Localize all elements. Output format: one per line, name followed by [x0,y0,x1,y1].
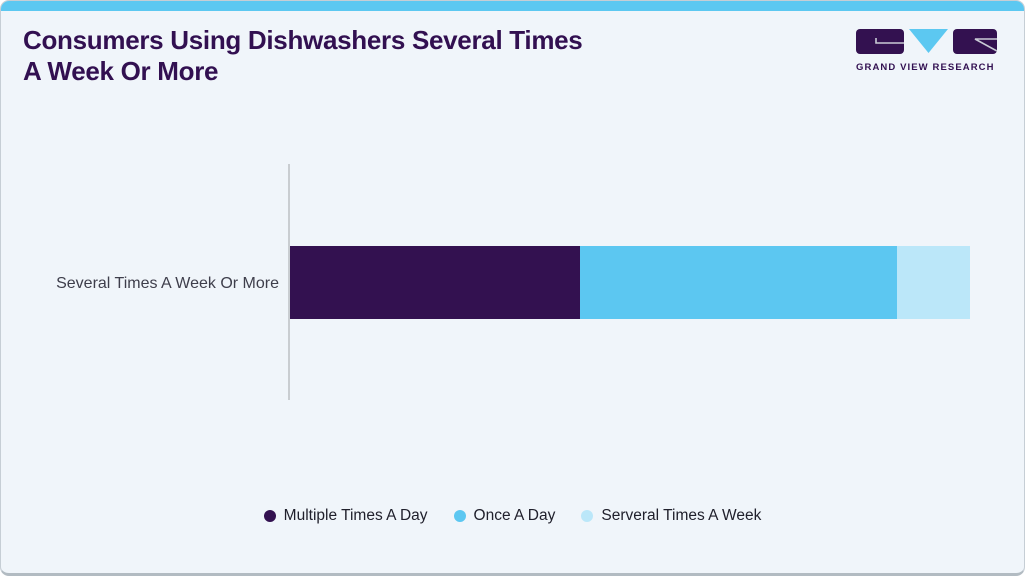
legend-dot-icon [581,510,594,522]
grand-view-research-logo: GRAND VIEW RESEARCH [856,29,999,73]
logo-g-icon [856,29,904,54]
legend: Multiple Times A Day Once A Day Serveral T… [1,507,1024,525]
category-label: Several Times A Week Or More [56,275,279,292]
legend-label: Serveral Times A Week [601,507,762,524]
legend-item-2: Once A Day [453,507,556,525]
page-title-line2: A Week Or More [23,56,219,86]
logo-wordmark: GRAND VIEW RESEARCH [856,62,995,73]
page-title-line1: Consumers Using Dishwashers Several Time… [23,25,583,55]
bar-segment-1 [290,246,580,319]
logo-marks [856,29,999,55]
legend-dot-icon [263,510,276,522]
y-axis-line [288,164,290,400]
legend-label: Once A Day [473,507,556,524]
legend-dot-icon [453,510,466,522]
stacked-bar [290,246,970,319]
logo-v-icon [909,29,948,53]
logo-r-icon [953,29,997,54]
legend-label: Multiple Times A Day [283,507,428,524]
bar-segment-2 [579,246,898,319]
legend-item-1: Multiple Times A Day [263,507,428,525]
bar-segment-3 [897,246,970,319]
page-title: Consumers Using Dishwashers Several Time… [23,25,583,87]
top-accent-bar [1,1,1024,11]
legend-item-3: Serveral Times A Week [581,507,761,525]
